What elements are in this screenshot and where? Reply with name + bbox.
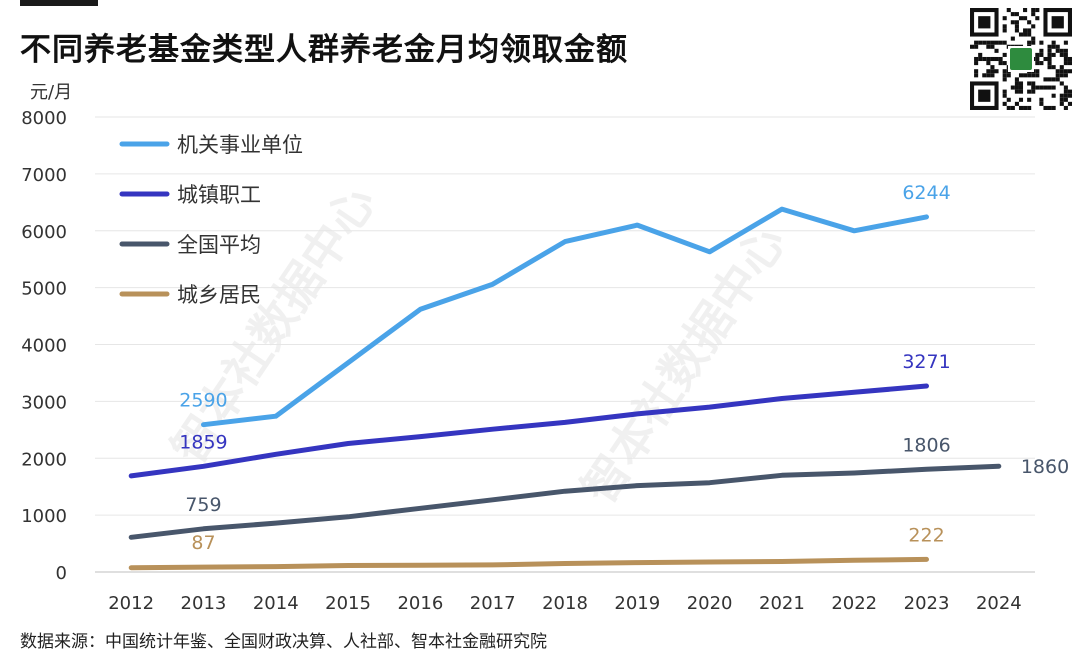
y-tick-label: 0 <box>56 563 67 584</box>
legend-label: 全国平均 <box>177 233 261 257</box>
x-tick-label: 2020 <box>687 593 733 614</box>
x-tick-label: 2014 <box>253 593 299 614</box>
y-tick-label: 4000 <box>21 336 67 357</box>
legend-label: 城镇职工 <box>177 183 261 207</box>
qr-code-icon <box>970 8 1072 110</box>
data-label: 87 <box>191 532 215 554</box>
y-tick-label: 5000 <box>21 279 67 300</box>
y-tick-label: 1000 <box>21 506 67 527</box>
x-tick-label: 2017 <box>470 593 516 614</box>
x-tick-label: 2016 <box>397 593 443 614</box>
x-tick-label: 2018 <box>542 593 588 614</box>
x-tick-label: 2023 <box>904 593 950 614</box>
data-label: 3271 <box>902 351 950 373</box>
x-tick-label: 2024 <box>976 593 1022 614</box>
chart-title: 不同养老基金类型人群养老金月均领取金额 <box>20 32 628 68</box>
series-line <box>128 556 929 571</box>
x-tick-label: 2015 <box>325 593 371 614</box>
x-tick-label: 2013 <box>181 593 227 614</box>
data-label: 759 <box>185 494 221 516</box>
series-line <box>128 383 929 479</box>
data-label: 1859 <box>179 431 227 453</box>
x-tick-label: 2019 <box>614 593 660 614</box>
y-tick-label: 7000 <box>21 165 67 186</box>
data-label: 6244 <box>902 182 950 204</box>
series-line <box>201 206 929 428</box>
series-line <box>128 463 1002 540</box>
y-axis-unit: 元/月 <box>30 82 73 103</box>
x-tick-label: 2012 <box>108 593 154 614</box>
title-accent-bar <box>20 0 98 6</box>
legend-label: 机关事业单位 <box>177 133 303 157</box>
data-source: 数据来源：中国统计年鉴、全国财政决算、人社部、智本社金融研究院 <box>20 632 547 652</box>
y-tick-label: 6000 <box>21 222 67 243</box>
data-label: 2590 <box>179 390 227 412</box>
data-label: 1860 <box>1021 456 1069 478</box>
data-label: 222 <box>908 524 944 546</box>
x-tick-label: 2022 <box>831 593 877 614</box>
x-tick-label: 2021 <box>759 593 805 614</box>
y-tick-label: 2000 <box>21 449 67 470</box>
data-label: 1806 <box>902 434 950 456</box>
y-tick-label: 3000 <box>21 392 67 413</box>
legend-label: 城乡居民 <box>177 283 261 307</box>
y-tick-label: 8000 <box>21 108 67 129</box>
